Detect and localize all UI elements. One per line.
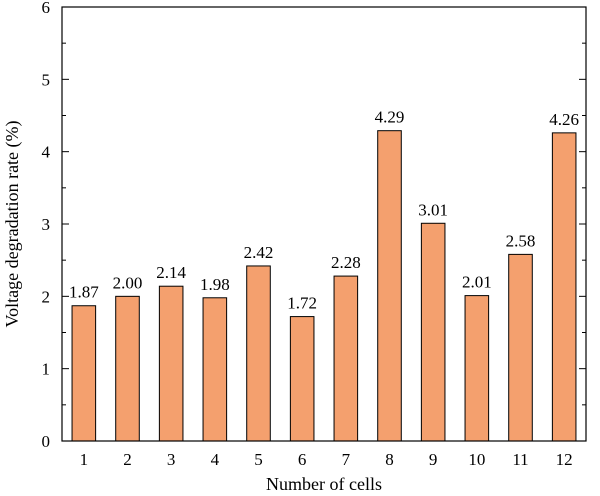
y-tick-label: 6 <box>42 0 51 17</box>
x-tick-label: 9 <box>429 450 438 469</box>
bar-cell-5 <box>246 265 271 442</box>
y-tick-label: 0 <box>42 432 51 451</box>
x-tick-label: 3 <box>167 450 176 469</box>
bar-cell-11 <box>508 253 533 442</box>
bar-cell-2 <box>115 295 140 442</box>
x-tick-label: 6 <box>298 450 307 469</box>
data-labels-group: 1.87 2.00 2.14 1.98 2.42 1.72 2.28 4.29 3.01 2.01… <box>69 108 579 313</box>
bar-cell-9 <box>420 222 446 442</box>
y-tick-label: 3 <box>42 215 51 234</box>
y-tick-label: 2 <box>42 287 51 306</box>
bar-value-label: 3.01 <box>418 200 448 219</box>
x-tick-label: 7 <box>342 450 351 469</box>
bar-value-label: 2.14 <box>156 263 186 282</box>
x-tick-label: 12 <box>556 450 573 469</box>
y-tick-label: 4 <box>42 143 51 162</box>
bar-value-label: 2.58 <box>506 231 536 250</box>
x-axis-title: Number of cells <box>266 474 382 494</box>
bar-value-label: 2.00 <box>113 273 143 292</box>
bar-value-label: 1.98 <box>200 275 230 294</box>
bar-value-label: 2.28 <box>331 253 361 272</box>
x-tick-label: 11 <box>512 450 528 469</box>
y-tick-label: 5 <box>42 70 51 89</box>
y-tick-label: 1 <box>42 360 51 379</box>
y-axis-title: Voltage degradation rate (%) <box>2 120 23 327</box>
bar-cell-10 <box>464 295 490 442</box>
y-axis-ticks: 0 1 2 3 4 5 6 <box>42 0 586 451</box>
x-tick-label: 10 <box>468 450 485 469</box>
x-tick-label: 5 <box>254 450 263 469</box>
bar-value-label: 4.26 <box>549 110 579 129</box>
bar-cell-6 <box>289 316 315 442</box>
x-tick-label: 8 <box>385 450 394 469</box>
bar-cell-8 <box>377 130 402 442</box>
bar-value-label: 1.72 <box>287 294 317 313</box>
bar-cell-7 <box>333 275 359 442</box>
bar-value-label: 4.29 <box>375 108 405 127</box>
bar-value-label: 1.87 <box>69 283 99 302</box>
bar-cell-1 <box>71 305 97 442</box>
plot-frame <box>61 6 587 442</box>
bars-group <box>71 130 577 442</box>
bar-cell-12 <box>551 132 577 442</box>
bar-cell-3 <box>158 285 184 442</box>
x-tick-label: 4 <box>211 450 220 469</box>
x-tick-label: 2 <box>123 450 132 469</box>
bar-value-label: 2.01 <box>462 273 492 292</box>
bar-value-label: 2.42 <box>244 243 274 262</box>
x-axis-ticks: 1 2 3 4 5 6 7 8 9 10 11 12 <box>80 435 573 469</box>
bar-cell-4 <box>202 297 228 442</box>
x-tick-label: 1 <box>80 450 89 469</box>
